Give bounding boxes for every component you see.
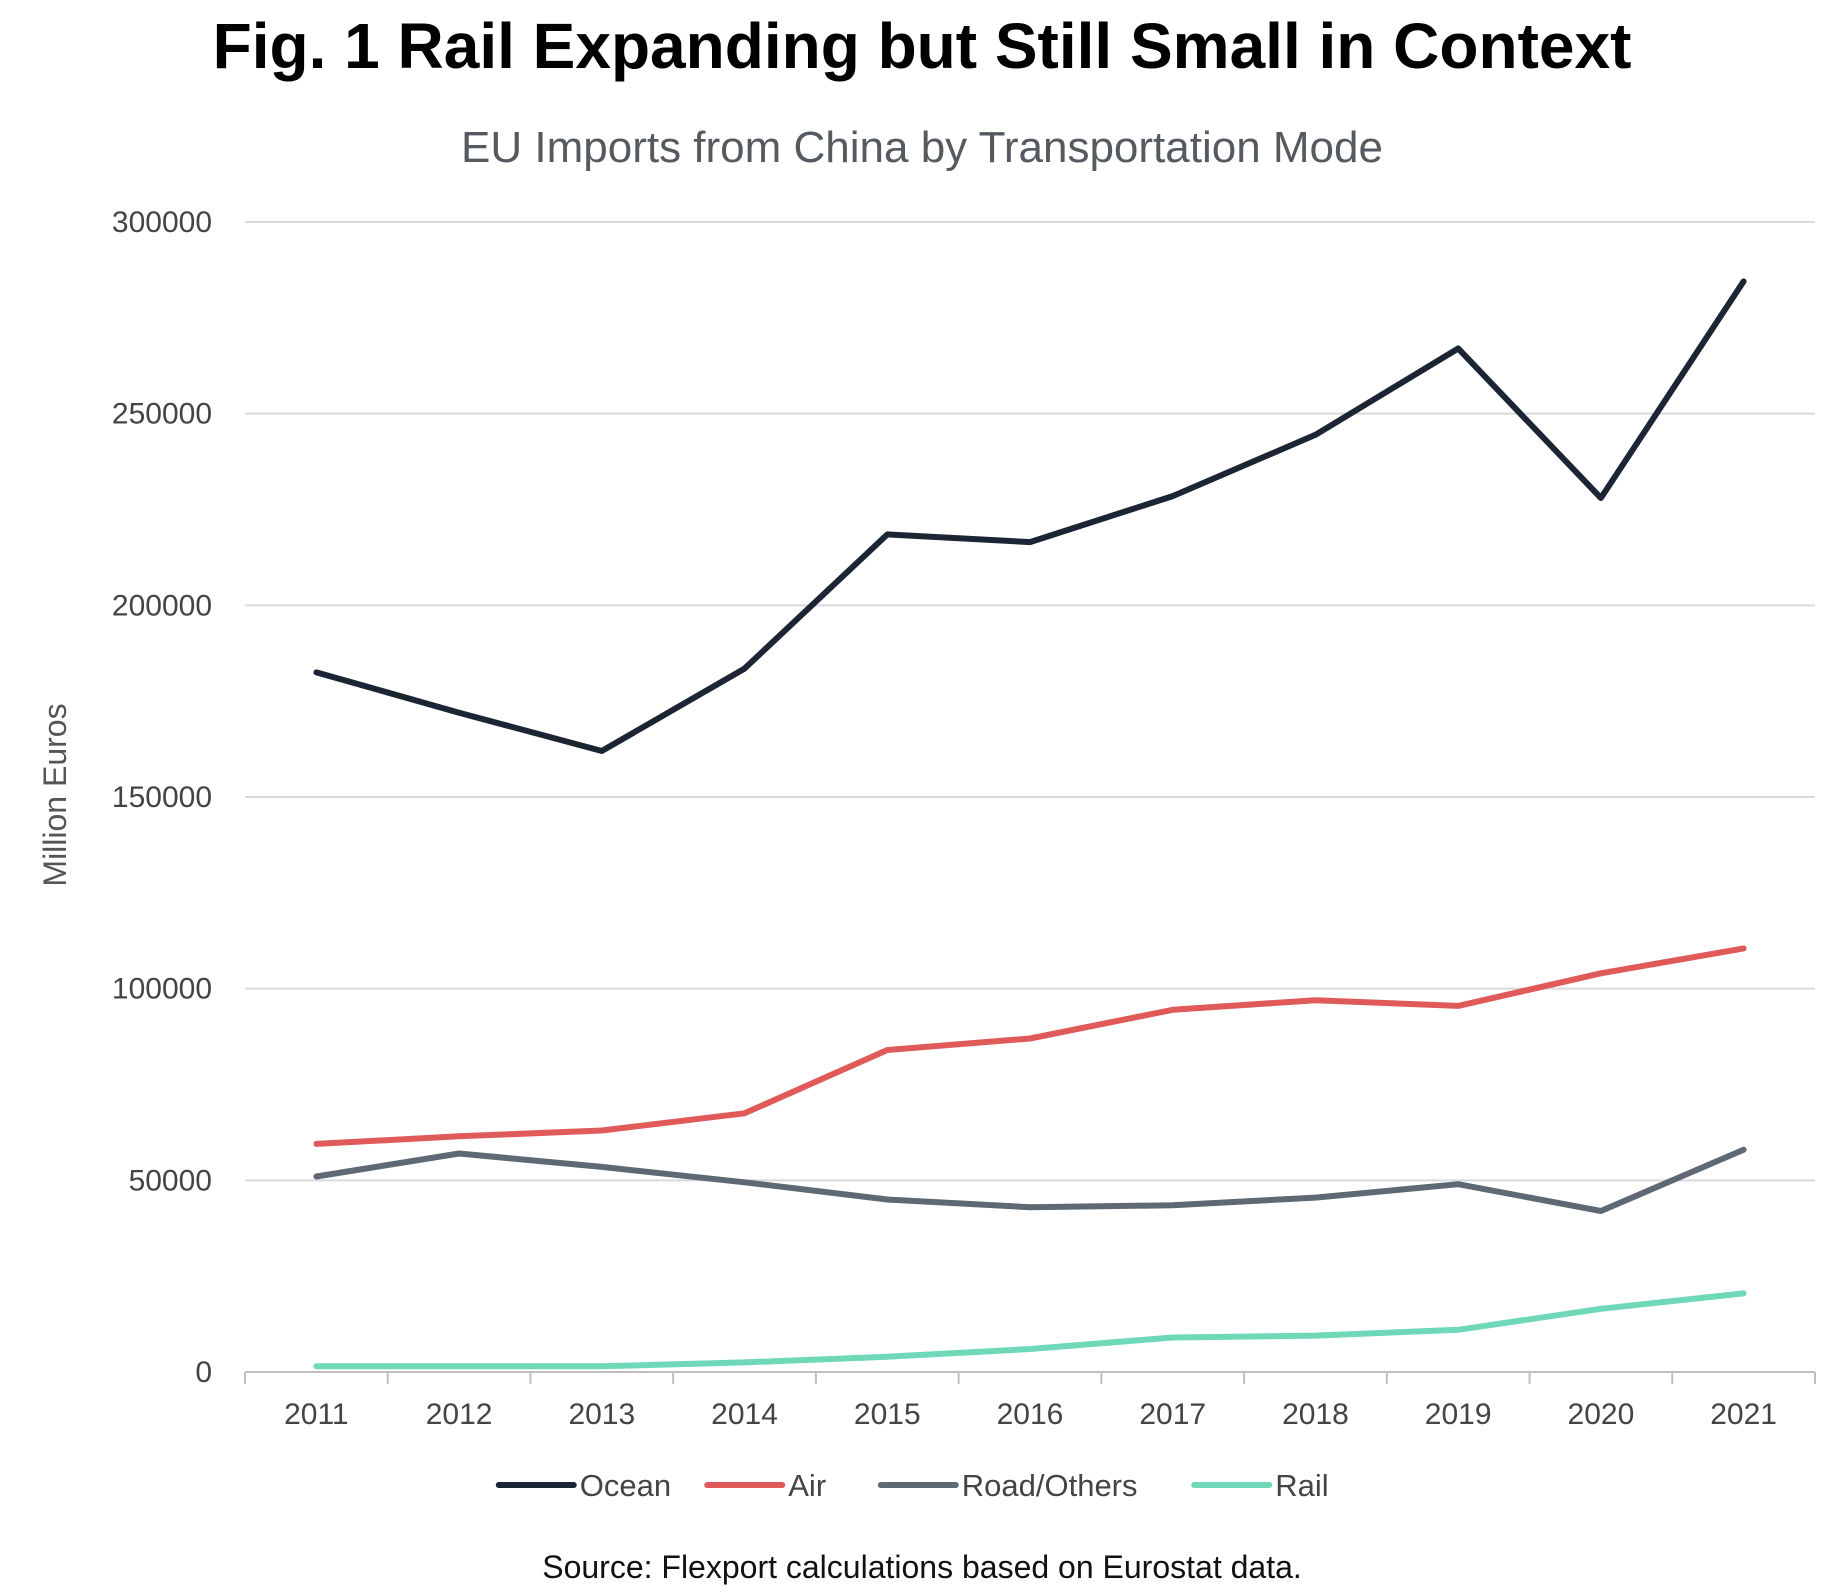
legend-label-rail: Rail: [1275, 1468, 1328, 1503]
legend: Ocean Air Road/Others Rail: [495, 1468, 1329, 1503]
x-tick-label: 2020: [1568, 1398, 1635, 1431]
gridlines: [245, 221, 1815, 1182]
y-tick-label: 0: [195, 1356, 212, 1389]
x-tick-label: 2015: [854, 1398, 921, 1431]
x-tick-label: 2019: [1425, 1398, 1492, 1431]
y-tick-label: 200000: [112, 589, 212, 622]
x-axis-ticks: 2011 2012 2013 2014 2015 2016 2017 2018 2019 2020…: [284, 1398, 1777, 1431]
legend-label-ocean: Ocean: [580, 1468, 671, 1503]
x-tick-label: 2018: [1282, 1398, 1349, 1431]
x-tick-label: 2011: [284, 1398, 349, 1431]
y-axis-label: Million Euros: [37, 703, 73, 886]
x-tick-label: 2012: [426, 1398, 493, 1431]
y-tick-label: 150000: [112, 781, 212, 814]
series-lines: [313, 278, 1747, 1370]
series-line-road-others: [313, 1146, 1747, 1214]
y-tick-label: 250000: [112, 398, 212, 431]
y-axis-ticks: 0 50000 100000 150000 200000 250000 300000: [112, 206, 212, 1389]
x-tick-label: 2017: [1139, 1398, 1206, 1431]
x-tick-label: 2016: [997, 1398, 1064, 1431]
y-tick-label: 100000: [112, 973, 212, 1006]
legend-label-road-others: Road/Others: [962, 1468, 1138, 1503]
x-tick-label: 2021: [1710, 1398, 1777, 1431]
x-tick-label: 2013: [568, 1398, 635, 1431]
series-line-rail: [313, 1290, 1747, 1370]
source-note: Source: Flexport calculations based on E…: [542, 1549, 1302, 1585]
chart-title: Fig. 1 Rail Expanding but Still Small in…: [213, 10, 1632, 82]
series-line-ocean: [313, 278, 1747, 754]
y-tick-label: 50000: [129, 1164, 212, 1197]
x-tick-label: 2014: [711, 1398, 778, 1431]
chart-subtitle: EU Imports from China by Transportation …: [461, 123, 1383, 172]
x-axis: [244, 1371, 1816, 1384]
legend-label-air: Air: [788, 1468, 826, 1503]
series-line-air: [313, 945, 1747, 1147]
y-tick-label: 300000: [112, 206, 212, 239]
